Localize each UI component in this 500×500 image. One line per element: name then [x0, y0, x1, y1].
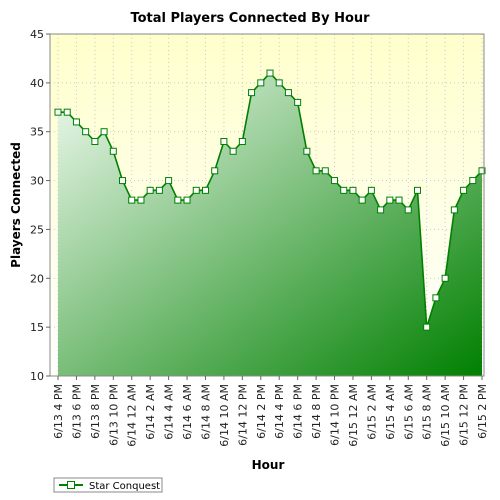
data-point-marker — [63, 108, 71, 116]
data-point-marker — [128, 196, 136, 204]
y-tick-label: 15 — [30, 321, 44, 334]
data-point-marker — [367, 186, 375, 194]
plot-border — [49, 33, 485, 377]
x-tick-label: 6/15 2 AM — [365, 384, 378, 440]
data-point-marker — [266, 69, 274, 77]
x-tick-label: 6/14 8 PM — [310, 384, 323, 439]
x-tick-label: 6/13 10 PM — [107, 384, 120, 446]
x-tick-label: 6/13 8 PM — [89, 384, 102, 439]
data-point-marker — [450, 206, 458, 214]
x-tick-label: 6/15 8 AM — [421, 384, 434, 440]
legend: Star Conquest — [53, 477, 163, 493]
data-point-marker — [201, 186, 209, 194]
y-tick-label: 40 — [30, 77, 44, 90]
data-point-marker — [460, 186, 468, 194]
data-point-marker — [395, 196, 403, 204]
y-axis-title: Players Connected — [9, 142, 23, 268]
x-tick-label: 6/14 12 AM — [126, 384, 139, 447]
y-axis-ticks: 10 15 20 25 30 35 40 45 — [30, 28, 50, 383]
x-tick-label: 6/14 10 AM — [218, 384, 231, 447]
x-tick-label: 6/15 12 PM — [458, 384, 471, 446]
y-tick-label: 20 — [30, 272, 44, 285]
data-point-marker — [349, 186, 357, 194]
data-point-marker — [432, 294, 440, 302]
data-point-marker — [312, 167, 320, 175]
data-point-marker — [294, 98, 302, 106]
data-point-marker — [109, 147, 117, 155]
data-point-marker — [469, 177, 477, 185]
data-point-marker — [91, 137, 99, 145]
data-point-marker — [321, 167, 329, 175]
data-point-marker — [155, 186, 163, 194]
x-tick-label: 6/15 12 AM — [347, 384, 360, 447]
x-tick-label: 6/13 6 PM — [70, 384, 83, 439]
data-point-marker — [423, 323, 431, 331]
data-point-marker — [377, 206, 385, 214]
x-tick-label: 6/13 4 PM — [52, 384, 65, 439]
data-point-marker — [331, 177, 339, 185]
data-point-marker — [404, 206, 412, 214]
y-tick-label: 45 — [30, 28, 44, 41]
series-area-fill — [58, 73, 482, 376]
data-point-marker — [257, 79, 265, 87]
x-tick-label: 6/14 10 PM — [329, 384, 342, 446]
x-tick-label: 6/15 2 PM — [476, 384, 489, 439]
legend-box — [53, 477, 163, 493]
data-point-marker — [275, 79, 283, 87]
data-point-marker — [248, 89, 256, 97]
data-point-marker — [211, 167, 219, 175]
legend-label: Star Conquest — [89, 481, 160, 492]
x-axis-title: Hour — [252, 458, 285, 472]
data-point-marker — [284, 89, 292, 97]
x-tick-label: 6/14 6 PM — [292, 384, 305, 439]
data-point-marker — [174, 196, 182, 204]
series-area — [58, 73, 482, 376]
y-tick-label: 30 — [30, 175, 44, 188]
data-point-marker — [340, 186, 348, 194]
x-tick-label: 6/14 2 PM — [255, 384, 268, 439]
x-tick-label: 6/14 6 AM — [181, 384, 194, 440]
x-tick-label: 6/14 4 PM — [273, 384, 286, 439]
series-markers — [54, 69, 486, 331]
data-point-marker — [54, 108, 62, 116]
data-point-marker — [183, 196, 191, 204]
data-point-marker — [82, 128, 90, 136]
data-point-marker — [72, 118, 80, 126]
data-point-marker — [413, 186, 421, 194]
data-point-marker — [100, 128, 108, 136]
x-tick-label: 6/14 4 AM — [163, 384, 176, 440]
y-tick-label: 35 — [30, 126, 44, 139]
data-point-marker — [238, 137, 246, 145]
data-point-marker — [137, 196, 145, 204]
data-point-marker — [146, 186, 154, 194]
x-tick-label: 6/15 4 AM — [384, 384, 397, 440]
y-tick-label: 25 — [30, 223, 44, 236]
x-tick-label: 6/14 12 PM — [236, 384, 249, 446]
data-point-marker — [165, 177, 173, 185]
y-tick-label: 10 — [30, 370, 44, 383]
x-axis-ticks: 6/13 4 PM 6/13 6 PM 6/13 8 PM 6/13 10 PM 6/1… — [52, 376, 489, 447]
data-point-marker — [220, 137, 228, 145]
x-tick-label: 6/15 10 AM — [439, 384, 452, 447]
data-point-marker — [119, 177, 127, 185]
data-point-marker — [478, 167, 486, 175]
data-point-marker — [386, 196, 394, 204]
data-point-marker — [358, 196, 366, 204]
x-tick-label: 6/14 8 AM — [199, 384, 212, 440]
legend-marker-icon — [67, 481, 75, 489]
data-point-marker — [441, 274, 449, 282]
data-point-marker — [303, 147, 311, 155]
x-tick-label: 6/15 6 AM — [402, 384, 415, 440]
x-tick-label: 6/14 2 AM — [144, 384, 157, 440]
chart-title: Total Players Connected By Hour — [130, 11, 370, 26]
data-point-marker — [229, 147, 237, 155]
data-point-marker — [192, 186, 200, 194]
